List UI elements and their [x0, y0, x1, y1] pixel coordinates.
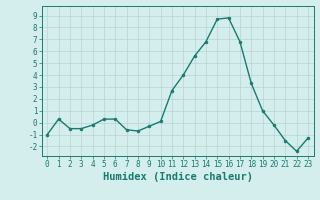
X-axis label: Humidex (Indice chaleur): Humidex (Indice chaleur) [103, 172, 252, 182]
